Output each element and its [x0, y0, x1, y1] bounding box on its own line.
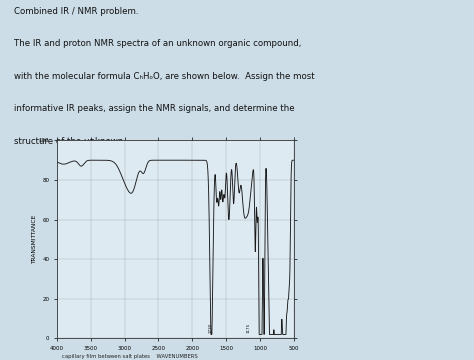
Text: capillary film between salt plates    WAVENUMBERS: capillary film between salt plates WAVEN… — [62, 354, 197, 359]
Text: Combined IR / NMR problem.: Combined IR / NMR problem. — [14, 7, 138, 16]
Text: The IR and proton NMR spectra of an unknown organic compound,: The IR and proton NMR spectra of an unkn… — [14, 39, 301, 48]
Text: 1730: 1730 — [209, 323, 213, 333]
Text: structure of the unknown.: structure of the unknown. — [14, 137, 126, 146]
Text: with the molecular formula CₕHₒO, are shown below.  Assign the most: with the molecular formula CₕHₒO, are sh… — [14, 72, 315, 81]
Text: 1175: 1175 — [246, 323, 250, 333]
Text: informative IR peaks, assign the NMR signals, and determine the: informative IR peaks, assign the NMR sig… — [14, 104, 295, 113]
Y-axis label: TRANSMITTANCE: TRANSMITTANCE — [32, 215, 37, 264]
